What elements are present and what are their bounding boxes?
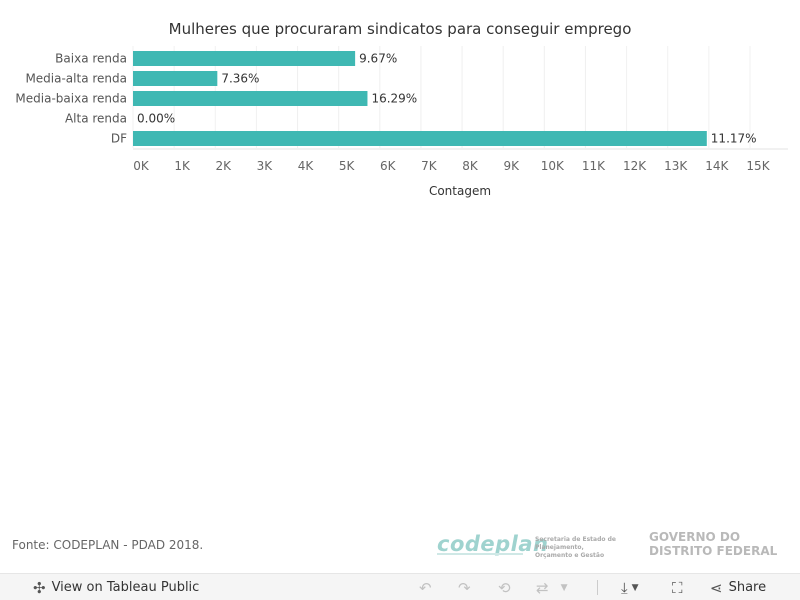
x-tick-label: 13K	[664, 159, 688, 173]
download-button[interactable]: ⤓ ▼	[621, 574, 639, 600]
bar[interactable]	[133, 71, 218, 86]
x-tick-label: 8K	[462, 159, 479, 173]
x-axis-ticks: 0K 1K 2K 3K 4K 5K 6K 7K 8K 9K 10K 11K 12K 13K 14K 15K	[133, 159, 770, 173]
category-label: Media-baixa renda	[15, 92, 127, 106]
bar[interactable]	[133, 91, 368, 106]
bar[interactable]	[133, 51, 356, 66]
x-tick-label: 15K	[746, 159, 770, 173]
data-label: 9.67%	[359, 52, 397, 66]
x-tick-label: 4K	[298, 159, 315, 173]
tableau-logo-icon: ✣	[33, 578, 46, 597]
codeplan-logo-underline	[437, 553, 523, 555]
x-tick-label: 3K	[257, 159, 274, 173]
x-tick-label: 11K	[582, 159, 606, 173]
x-tick-label: 7K	[421, 159, 438, 173]
data-label: 7.36%	[221, 72, 259, 86]
fullscreen-button[interactable]: ⛶	[672, 574, 683, 600]
secretaria-logo-line2: Orçamento e Gestão	[535, 552, 605, 559]
bar-chart: Baixa renda Media-alta renda Media-baixa r…	[15, 46, 788, 198]
category-label: Baixa renda	[55, 52, 127, 66]
redo-icon: ↷	[458, 578, 471, 597]
x-tick-label: 6K	[380, 159, 397, 173]
category-label: DF	[111, 132, 127, 146]
revert-icon: ⟲	[498, 578, 511, 597]
x-tick-label: 14K	[705, 159, 729, 173]
x-tick-label: 1K	[174, 159, 191, 173]
data-label: 0.00%	[137, 112, 175, 126]
x-tick-label: 5K	[339, 159, 356, 173]
secretaria-logo-line1: Secretaria de Estado de Planejamento,	[535, 536, 616, 551]
bars	[133, 51, 707, 146]
chart-title: Mulheres que procuraram sindicatos para …	[168, 20, 632, 38]
tableau-toolbar: ✣ View on Tableau Public ↶ ↷ ⟲ ⇄ ▼ ⤓ ▼ ⛶…	[0, 573, 800, 600]
view-on-tableau-button[interactable]: ✣ View on Tableau Public	[33, 574, 199, 600]
share-icon: ⋖	[710, 578, 723, 597]
category-label: Media-alta renda	[25, 72, 127, 86]
x-axis-title: Contagem	[429, 184, 491, 198]
category-labels: Baixa renda Media-alta renda Media-baixa r…	[15, 52, 127, 146]
redo-button[interactable]: ↷	[458, 574, 471, 600]
x-tick-label: 9K	[503, 159, 520, 173]
data-labels: 9.67% 7.36% 16.29% 0.00% 11.17%	[137, 52, 757, 146]
download-icon: ⤓	[621, 578, 628, 597]
x-tick-label: 0K	[133, 159, 150, 173]
view-on-tableau-label: View on Tableau Public	[51, 580, 200, 595]
x-tick-label: 10K	[541, 159, 565, 173]
chevron-down-icon: ▼	[631, 582, 639, 593]
bar[interactable]	[133, 131, 707, 146]
gdf-logo: GOVERNO DO DISTRITO FEDERAL	[649, 530, 777, 558]
source-note: Fonte: CODEPLAN - PDAD 2018.	[12, 538, 204, 552]
data-label: 11.17%	[711, 132, 757, 146]
undo-icon: ↶	[419, 578, 432, 597]
share-button[interactable]: ⋖ Share	[710, 574, 766, 600]
data-label: 16.29%	[371, 92, 417, 106]
x-tick-label: 2K	[216, 159, 233, 173]
chevron-down-icon: ▼	[560, 582, 568, 593]
gdf-logo-line2: DISTRITO FEDERAL	[649, 544, 778, 558]
gdf-logo-line1: GOVERNO DO	[649, 530, 741, 544]
revert-button[interactable]: ⟲	[498, 574, 511, 600]
refresh-button[interactable]: ⇄ ▼	[536, 574, 568, 600]
refresh-icon: ⇄	[536, 578, 549, 597]
x-tick-label: 12K	[623, 159, 647, 173]
undo-button[interactable]: ↶	[419, 574, 432, 600]
toolbar-divider	[597, 580, 598, 595]
category-label: Alta renda	[65, 112, 127, 126]
secretaria-logo: Secretaria de Estado de Planejamento, Or…	[535, 536, 643, 560]
share-label: Share	[728, 580, 767, 595]
fullscreen-icon: ⛶	[672, 578, 683, 597]
codeplan-logo: codeplan	[437, 532, 549, 556]
